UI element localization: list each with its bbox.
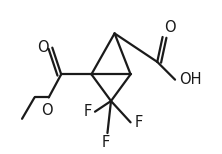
Text: F: F [134,115,142,130]
Text: F: F [83,104,91,119]
Text: O: O [41,103,53,118]
Text: O: O [37,40,49,55]
Text: F: F [101,135,110,150]
Text: OH: OH [180,72,202,87]
Text: O: O [164,20,176,35]
